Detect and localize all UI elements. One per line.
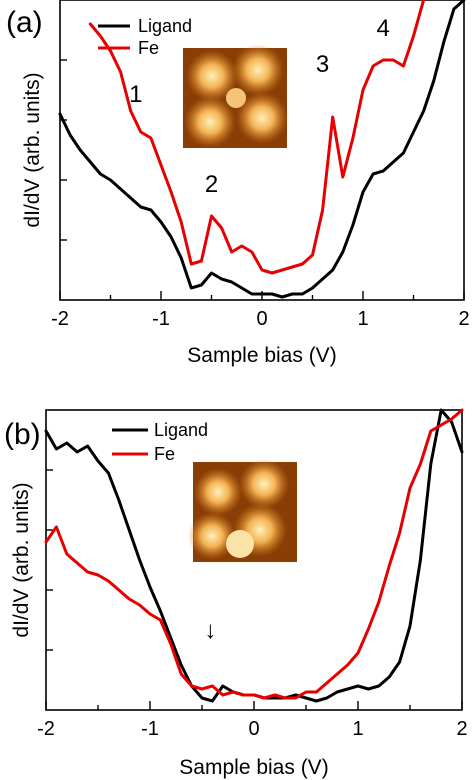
annotation-b-0: ↓ xyxy=(204,617,216,644)
x-tick-label-a-1: -1 xyxy=(152,308,170,330)
stm-inset-a xyxy=(183,44,288,148)
series-line-ligand-a xyxy=(58,0,466,299)
panel-b: (b) dI/dV (arb. units) Sample bias (V) -… xyxy=(4,408,468,779)
x-tick-label-a-4: 2 xyxy=(458,308,469,330)
x-tick-label-b-3: 1 xyxy=(352,718,363,740)
panel-label-a: (a) xyxy=(6,6,43,39)
legend-a: Ligand Fe xyxy=(98,16,192,58)
x-tick-label-a-3: 1 xyxy=(357,308,368,330)
series-line-fe-a xyxy=(88,0,426,275)
annotations-a: 1 2 3 4 xyxy=(129,15,390,198)
legend-label-fe-a: Fe xyxy=(138,38,159,58)
x-tick-label-b-4: 2 xyxy=(456,718,467,740)
panel-a: (a) dI/dV (arb. units) Sample bias (V) -… xyxy=(6,0,470,367)
series-group-b xyxy=(44,408,464,703)
annotation-a-3: 4 xyxy=(377,15,390,42)
panel-label-b: (b) xyxy=(4,418,41,451)
x-tick-label-b-0: -2 xyxy=(37,718,55,740)
stm-inset-b xyxy=(188,459,297,562)
x-axis-label-b: Sample bias (V) xyxy=(179,756,328,779)
x-tick-label-b-1: -1 xyxy=(141,718,159,740)
x-tick-label-a-2: 0 xyxy=(256,308,267,330)
x-tick-label-b-2: 0 xyxy=(248,718,259,740)
annotation-a-1: 2 xyxy=(205,171,218,198)
annotation-a-0: 1 xyxy=(129,81,142,108)
legend-label-fe-b: Fe xyxy=(154,444,175,464)
x-axis-label-a: Sample bias (V) xyxy=(187,344,336,367)
legend-label-ligand-a: Ligand xyxy=(138,16,192,36)
series-line-fe-b xyxy=(44,408,464,700)
legend-label-ligand-b: Ligand xyxy=(154,420,208,440)
x-ticks-b: -2 -1 0 1 2 xyxy=(37,469,468,740)
x-ticks-a: -2 -1 0 1 2 xyxy=(51,59,470,330)
y-axis-label-b: dI/dV (arb. units) xyxy=(10,482,33,637)
series-group-a xyxy=(58,0,466,299)
y-axis-label-a: dI/dV (arb. units) xyxy=(21,72,44,227)
annotations-b: ↓ xyxy=(204,617,216,644)
legend-b: Ligand Fe xyxy=(112,420,208,464)
annotation-a-2: 3 xyxy=(316,51,329,78)
x-tick-label-a-0: -2 xyxy=(51,308,69,330)
